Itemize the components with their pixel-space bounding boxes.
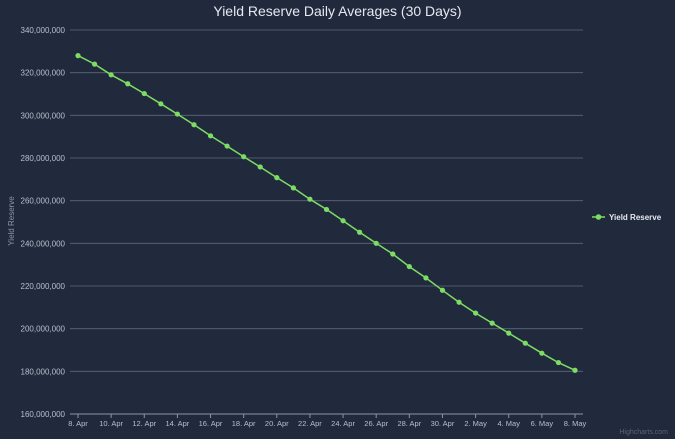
x-tick-label: 14. Apr: [166, 419, 190, 428]
data-point: [340, 218, 346, 224]
y-tick-label: 300,000,000: [21, 111, 66, 120]
y-tick-label: 160,000,000: [21, 410, 66, 419]
y-tick-label: 220,000,000: [21, 282, 66, 291]
credits-link[interactable]: Highcharts.com: [619, 429, 668, 436]
data-point: [207, 133, 214, 139]
x-tick-label: 4. May: [497, 419, 520, 428]
y-tick-label: 180,000,000: [21, 367, 66, 376]
y-tick-label: 340,000,000: [21, 26, 66, 35]
y-tick-label: 320,000,000: [21, 69, 66, 78]
data-point: [307, 196, 313, 202]
data-point: [91, 61, 98, 67]
data-point: [158, 101, 164, 107]
data-point: [555, 359, 562, 366]
y-axis-title: Yield Reserve: [7, 196, 16, 246]
x-tick-label: 6. May: [531, 419, 554, 428]
y-tick-label: 240,000,000: [21, 239, 66, 248]
data-point: [373, 240, 379, 246]
data-point: [423, 275, 429, 281]
chart-title: Yield Reserve Daily Averages (30 Days): [213, 3, 461, 19]
data-point: [390, 251, 396, 257]
data-point: [274, 175, 280, 181]
series-line: [77, 54, 576, 371]
data-point: [290, 185, 296, 191]
data-point: [473, 310, 479, 316]
x-tick-label: 26. Apr: [364, 419, 388, 428]
y-axis-ticks: 160,000,000 180,000,000 200,000,000 220,000…: [21, 26, 66, 419]
data-point: [539, 350, 545, 356]
data-point: [439, 287, 446, 293]
y-tick-label: 260,000,000: [21, 197, 66, 206]
data-point: [506, 330, 512, 336]
data-point: [489, 320, 495, 326]
data-point: [572, 367, 578, 373]
x-tick-label: 16. Apr: [199, 419, 223, 428]
x-tick-label: 8. Apr: [68, 419, 88, 428]
series-yield-reserve[interactable]: [75, 53, 578, 373]
x-tick-label: 30. Apr: [431, 419, 455, 428]
x-tick-label: 24. Apr: [331, 419, 355, 428]
x-tick-label: 18. Apr: [232, 419, 256, 428]
y-tick-label: 280,000,000: [21, 154, 66, 163]
data-point: [323, 206, 330, 213]
data-point: [75, 53, 81, 59]
x-tick-label: 28. Apr: [397, 419, 421, 428]
x-tick-label: 20. Apr: [265, 419, 289, 428]
data-point: [406, 263, 412, 270]
data-point: [522, 340, 528, 346]
data-point: [224, 143, 230, 149]
data-point: [174, 111, 180, 117]
data-point: [108, 72, 114, 78]
x-tick-label: 2. May: [464, 419, 487, 428]
data-point: [456, 299, 462, 305]
data-point: [357, 229, 363, 235]
x-tick-label: 22. Apr: [298, 419, 322, 428]
x-tick-label: 12. Apr: [132, 419, 156, 428]
y-tick-label: 200,000,000: [21, 325, 66, 334]
data-point: [125, 81, 131, 87]
data-point: [141, 90, 147, 97]
data-point: [257, 164, 263, 170]
data-point: [191, 122, 197, 128]
legend[interactable]: Yield Reserve: [592, 213, 662, 222]
legend-label[interactable]: Yield Reserve: [609, 213, 662, 222]
x-tick-label: 10. Apr: [99, 419, 123, 428]
data-point: [241, 154, 247, 160]
x-axis-ticks: 8. Apr 10. Apr 12. Apr 14. Apr 16. Apr 18. Ap…: [68, 414, 586, 428]
x-tick-label: 8. May: [564, 419, 587, 428]
gridlines: [70, 29, 583, 415]
legend-marker-icon: [595, 214, 602, 220]
